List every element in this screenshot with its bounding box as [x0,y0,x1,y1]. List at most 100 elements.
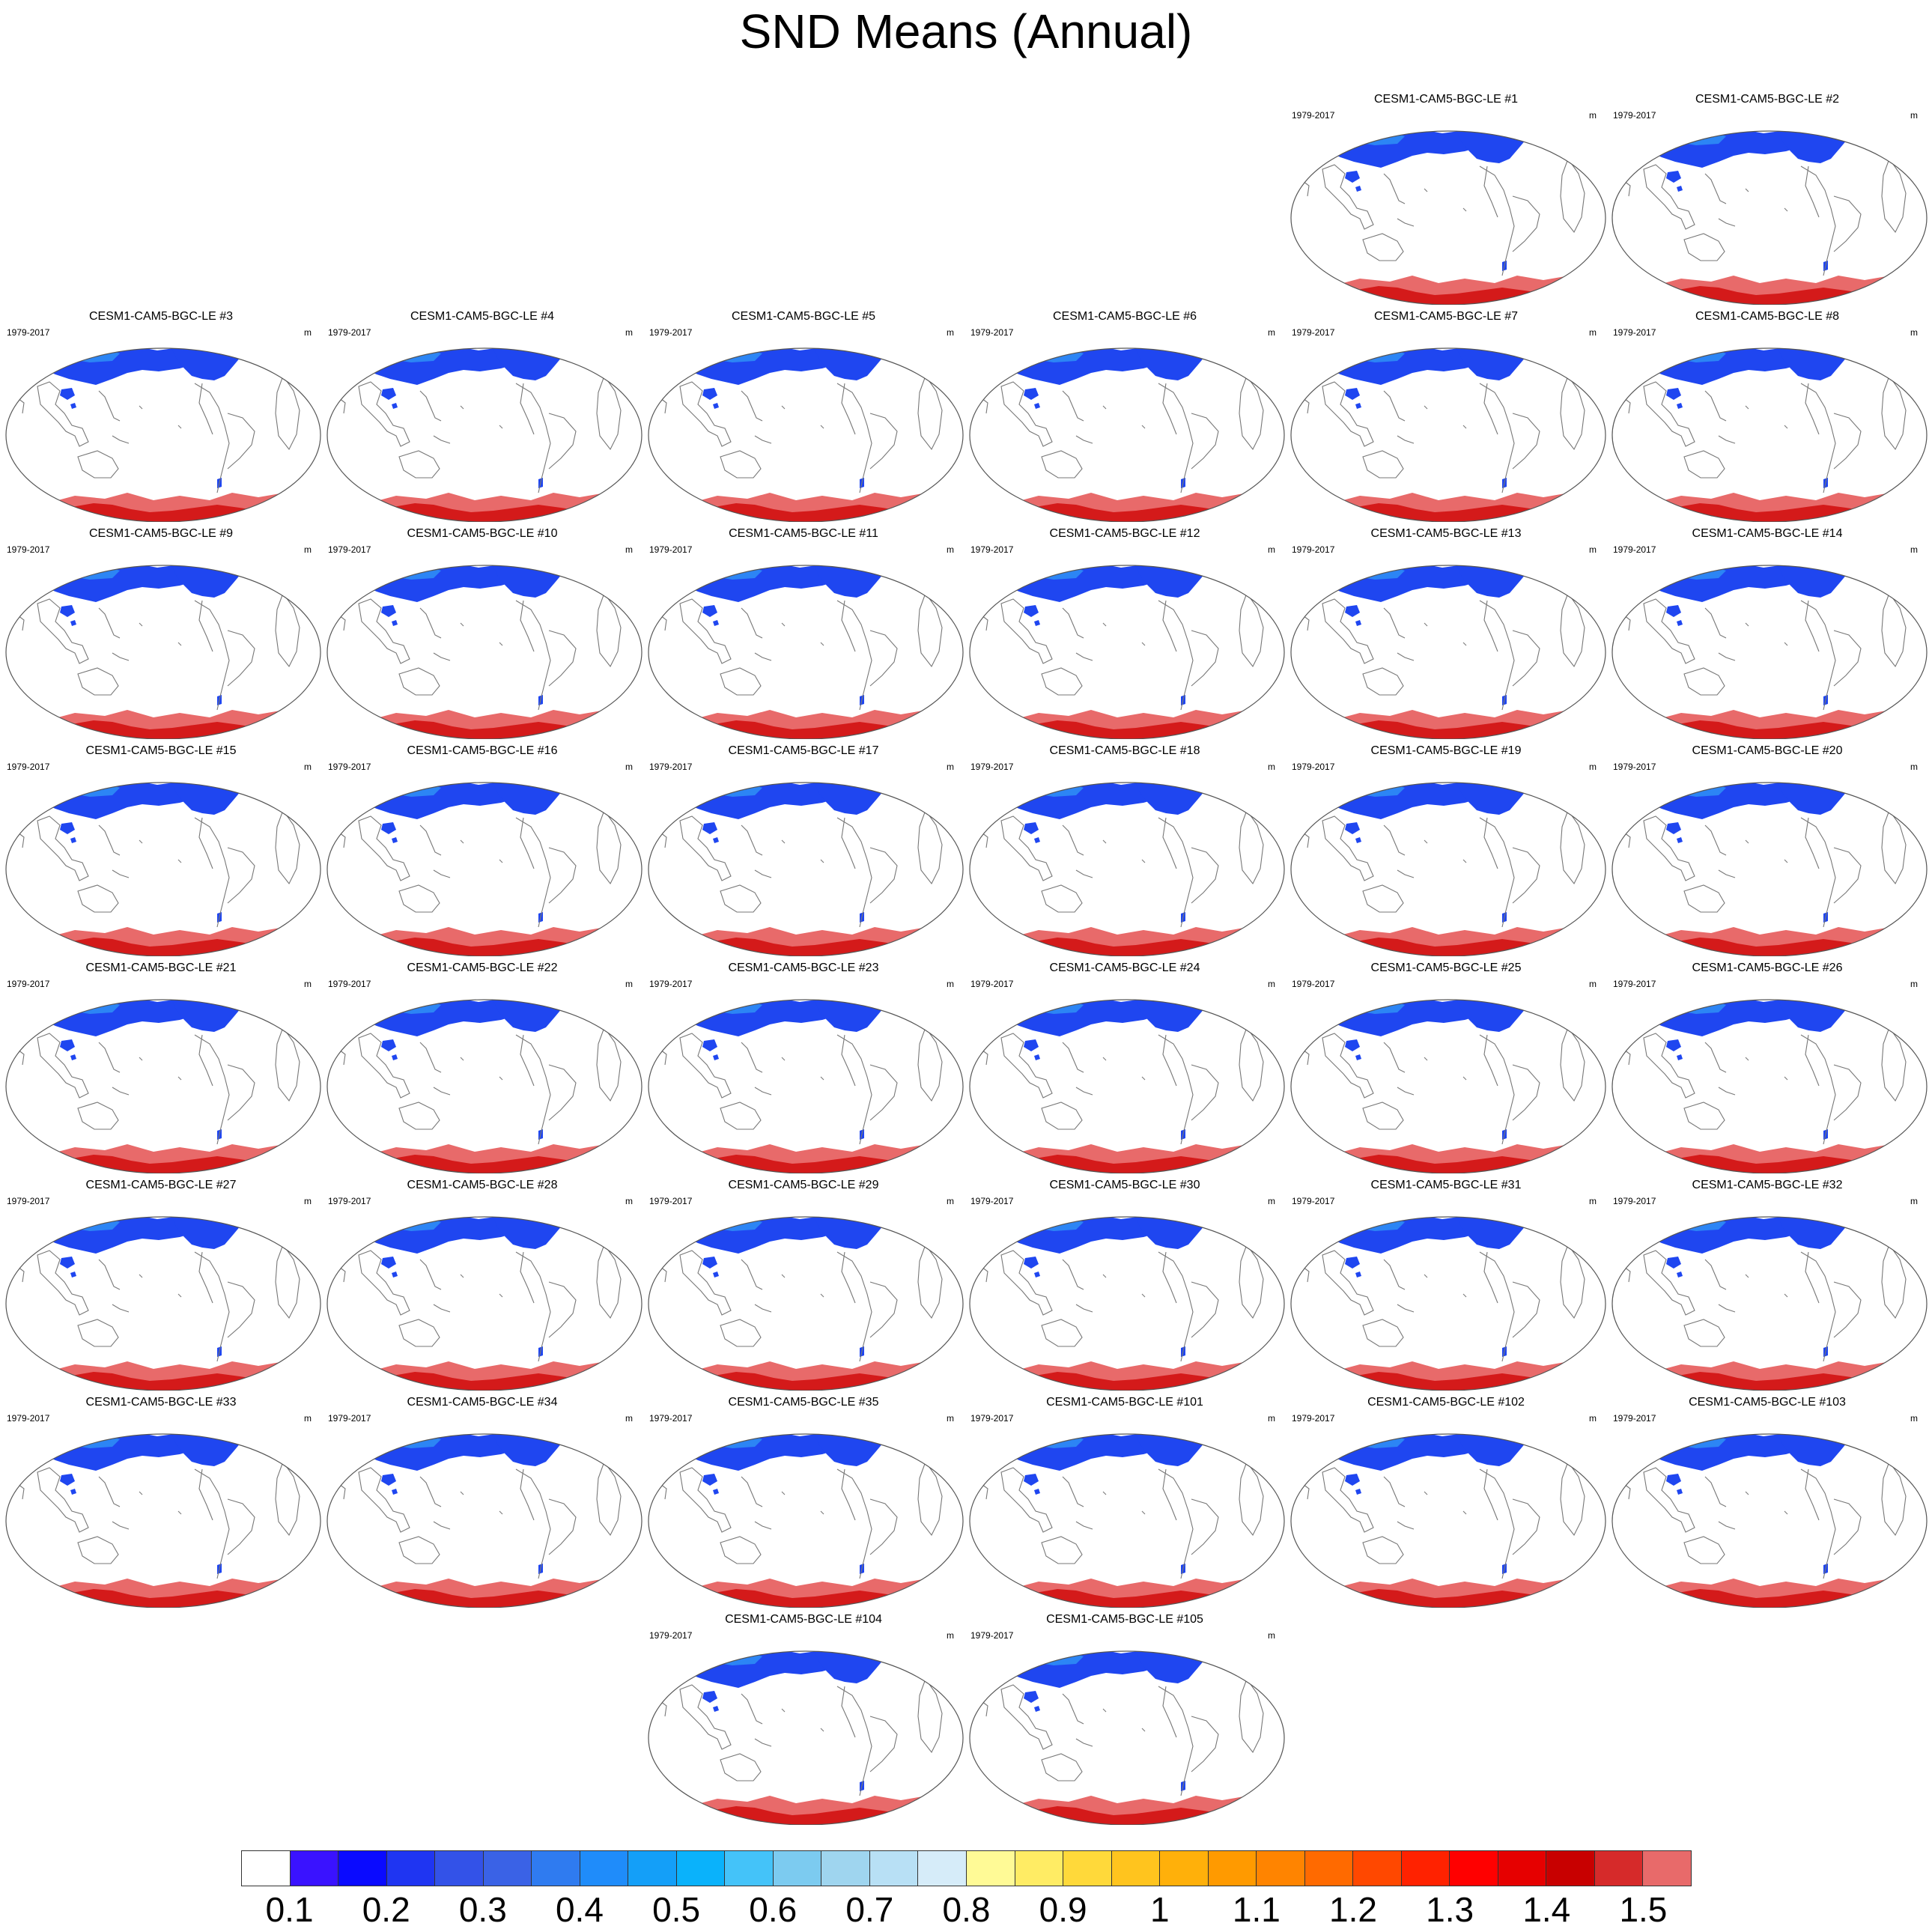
coastlines [981,1677,1264,1796]
coastlines [660,809,943,928]
panel-title: CESM1-CAM5-BGC-LE #35 [728,1396,879,1409]
eurasia-snow [353,1000,523,1036]
tibet-snow [60,605,75,617]
map-frame [1290,1433,1606,1608]
map-frame [1611,1433,1928,1608]
panel-period: 1979-2017 [328,979,371,989]
panel-title: CESM1-CAM5-BGC-LE #11 [729,527,878,540]
panel-units: m [1910,110,1918,121]
eurasia-snow [674,565,845,602]
colorbar-label: 0.3 [458,1890,507,1929]
eurasia-snow [353,348,523,385]
map-panel: CESM1-CAM5-BGC-LE #102 1979-2017 m [1285,1394,1607,1608]
colorbar-box [1498,1851,1547,1886]
panel-period: 1979-2017 [7,1413,50,1424]
tibet-snow [60,388,75,400]
tibet-snow-small [1034,837,1040,843]
colorbar-label: 0.7 [845,1890,894,1929]
tibet-snow-small [1034,620,1040,626]
map-panel: CESM1-CAM5-BGC-LE #33 1979-2017 m [0,1394,322,1608]
panel-title: CESM1-CAM5-BGC-LE #22 [407,962,558,974]
panel-title: CESM1-CAM5-BGC-LE #7 [1373,310,1519,323]
map-panel: CESM1-CAM5-BGC-LE #8 1979-2017 m [1606,309,1928,522]
tibet-snow-small [1355,1272,1361,1278]
eurasia-snow [1638,783,1808,819]
map-panel: CESM1-CAM5-BGC-LE #3 1979-2017 m [0,309,322,522]
panel-units: m [947,1630,954,1641]
eurasia-snow [31,783,202,819]
colorbar-box [1450,1851,1498,1886]
map-frame [969,1216,1285,1391]
tibet-snow [702,822,717,834]
map-panel: CESM1-CAM5-BGC-LE #34 1979-2017 m [321,1394,643,1608]
map-panel: CESM1-CAM5-BGC-LE #22 1979-2017 m [321,960,643,1173]
tibet-snow [702,605,717,617]
colorbar-label: 0.2 [362,1890,410,1929]
map-svg [648,1433,964,1608]
north-america-snow [1454,565,1526,598]
panel-units: m [947,979,954,989]
map-frame [326,565,643,739]
tibet-snow-small [1355,620,1361,626]
tibet-snow-small [392,1489,398,1495]
tibet-snow-small [1355,1054,1361,1060]
eurasia-snow [995,348,1166,385]
panel-title: CESM1-CAM5-BGC-LE #14 [1692,527,1843,540]
coastlines [1623,157,1907,276]
panel-title: CESM1-CAM5-BGC-LE #16 [407,744,558,757]
panel-title: CESM1-CAM5-BGC-LE #34 [407,1396,558,1409]
panel-period: 1979-2017 [7,1196,50,1206]
coastlines [981,1243,1264,1362]
map-panel: CESM1-CAM5-BGC-LE #103 1979-2017 m [1606,1394,1928,1608]
tibet-snow-small [1034,1272,1040,1278]
map-frame [326,1216,643,1391]
map-panel: CESM1-CAM5-BGC-LE #27 1979-2017 m [0,1177,322,1391]
colorbar-box [1401,1851,1450,1886]
panel-units: m [304,1196,312,1206]
tibet-snow-small [1677,186,1683,192]
panel-units: m [947,1196,954,1206]
map-svg [1611,999,1928,1173]
panel-units: m [1589,327,1597,338]
eurasia-snow-mid [702,565,762,580]
tibet-snow [1024,1257,1039,1269]
eurasia-snow-mid [60,348,120,362]
colorbar-box [1257,1851,1305,1886]
panel-units: m [625,762,633,772]
eurasia-snow [995,1000,1166,1036]
panel-units: m [1910,979,1918,989]
eurasia-snow [1638,1217,1808,1254]
map-svg [326,999,643,1173]
colorbar-box [1015,1851,1064,1886]
map-svg [1290,1433,1606,1608]
coastlines [1302,592,1585,711]
map-frame [5,999,321,1173]
panel-units: m [625,979,633,989]
north-america-snow [169,1000,241,1032]
north-america-snow [812,348,884,380]
tibet-snow-small [70,1489,76,1495]
map-svg [1290,782,1606,956]
panel-period: 1979-2017 [649,979,693,989]
eurasia-snow-mid [1024,1651,1084,1665]
coastlines [981,1460,1264,1579]
panel-period: 1979-2017 [649,327,693,338]
panel-period: 1979-2017 [1613,110,1656,121]
tibet-snow [1345,822,1360,834]
map-frame [969,565,1285,739]
coastlines [1302,1460,1585,1579]
north-america-snow [1133,1651,1205,1683]
coastlines [17,1243,300,1362]
colorbar-box [1594,1851,1644,1886]
map-panel: CESM1-CAM5-BGC-LE #21 1979-2017 m [0,960,322,1173]
coastlines [660,1677,943,1796]
tibet-snow [1666,1039,1681,1051]
panel-title: CESM1-CAM5-BGC-LE #23 [728,962,879,974]
eurasia-snow-mid [60,1217,120,1231]
tibet-snow [1666,1474,1681,1486]
map-panel: CESM1-CAM5-BGC-LE #35 1979-2017 m [643,1394,965,1608]
colorbar-box [1546,1851,1595,1886]
panel-period: 1979-2017 [1292,327,1335,338]
tibet-snow-small [713,1489,719,1495]
coastlines [17,592,300,711]
